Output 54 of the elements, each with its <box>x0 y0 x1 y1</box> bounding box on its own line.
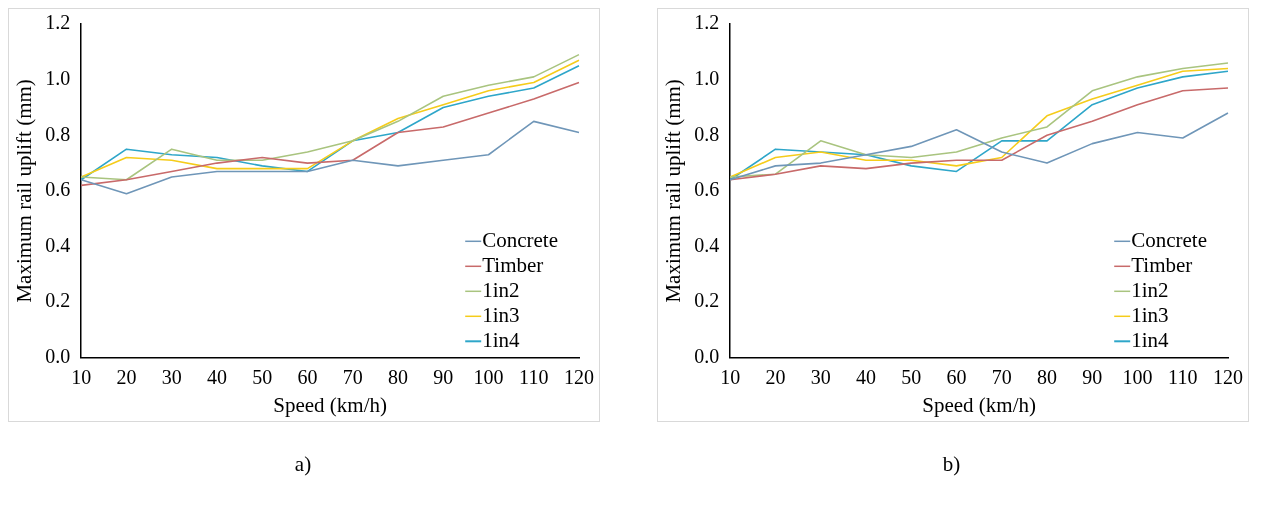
x-tick-label: 110 <box>519 366 549 389</box>
legend-label: 1in3 <box>482 302 520 327</box>
x-tick-label: 90 <box>433 366 454 389</box>
x-tick-label: 110 <box>1167 366 1197 389</box>
x-axis-title: Speed (km/h) <box>921 392 1036 417</box>
legend-label: 1in2 <box>482 277 520 302</box>
x-tick-label: 60 <box>945 366 966 389</box>
y-tick-label: 1.0 <box>45 66 71 89</box>
x-tick-label: 10 <box>71 366 92 389</box>
x-tick-label: 70 <box>342 366 363 389</box>
x-tick-label: 90 <box>1081 366 1102 389</box>
legend-label: 1in3 <box>1130 302 1169 327</box>
x-tick-label: 100 <box>1121 366 1152 389</box>
x-tick-label: 40 <box>855 366 876 389</box>
text: a) <box>293 452 313 477</box>
y-axis-title: Maximum rail uplift (mm) <box>660 79 685 303</box>
y-tick-label: 0.6 <box>693 178 719 201</box>
y-tick-label: 1.2 <box>45 11 71 34</box>
legend-label: Timber <box>1130 252 1192 277</box>
y-tick-label: 0.4 <box>45 233 71 256</box>
x-tick-label: 40 <box>206 366 227 389</box>
x-tick-label: 20 <box>116 366 137 389</box>
legend-label: Timber <box>482 252 544 277</box>
y-tick-label: 0.0 <box>693 345 719 368</box>
y-tick-label: 0.6 <box>45 178 71 201</box>
x-tick-label: 100 <box>473 366 504 389</box>
y-tick-label: 0.2 <box>693 289 719 312</box>
legend-label: 1in4 <box>482 327 521 352</box>
y-tick-label: 0.4 <box>693 233 719 256</box>
y-tick-label: 0.8 <box>693 122 719 145</box>
x-tick-label: 50 <box>252 366 273 389</box>
x-tick-label: 120 <box>564 366 594 389</box>
y-tick-label: 0.0 <box>45 345 71 368</box>
x-tick-label: 10 <box>719 366 740 389</box>
y-tick-label: 0.8 <box>45 122 71 145</box>
y-axis-title: Maximum rail uplift (mm) <box>12 79 37 303</box>
x-tick-label: 60 <box>297 366 318 389</box>
x-tick-label: 20 <box>764 366 785 389</box>
x-tick-label: 30 <box>810 366 831 389</box>
x-tick-label: 80 <box>387 366 408 389</box>
legend-label: 1in2 <box>1130 277 1169 302</box>
x-tick-label: 30 <box>161 366 182 389</box>
x-tick-label: 120 <box>1212 366 1243 389</box>
y-tick-label: 0.2 <box>45 289 71 312</box>
x-tick-label: 70 <box>991 366 1012 389</box>
legend-label: Concrete <box>482 227 558 252</box>
x-tick-label: 80 <box>1036 366 1057 389</box>
text: b) <box>941 452 962 477</box>
y-tick-label: 1.2 <box>693 11 719 34</box>
legend-label: Concrete <box>1130 227 1207 252</box>
y-tick-label: 1.0 <box>693 66 719 89</box>
x-axis-title: Speed (km/h) <box>273 392 387 417</box>
legend-label: 1in4 <box>1130 327 1169 352</box>
x-tick-label: 50 <box>900 366 921 389</box>
